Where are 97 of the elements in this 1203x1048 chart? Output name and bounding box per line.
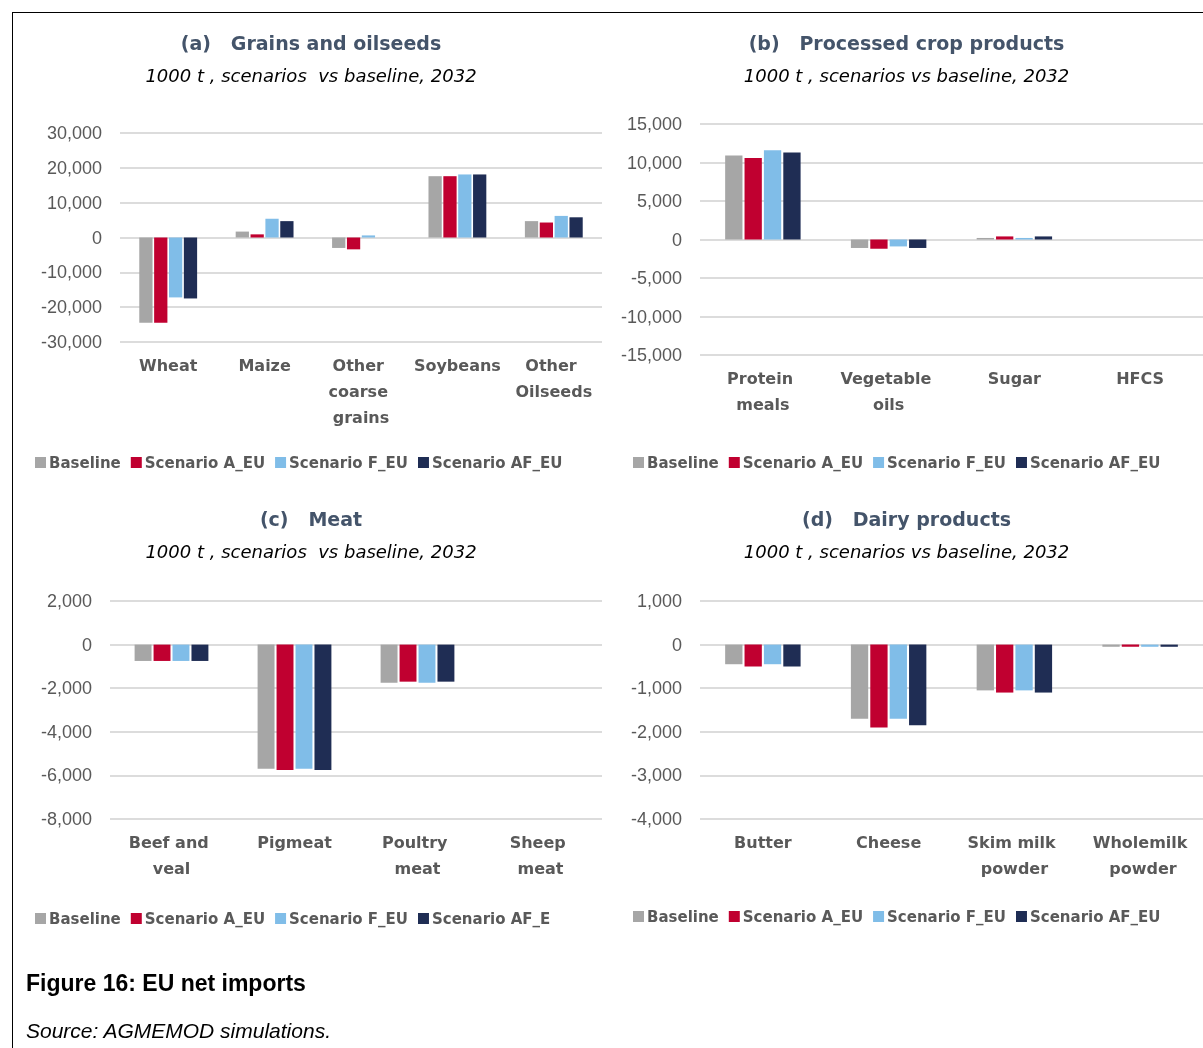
- y-tick-label: -8,000: [40, 809, 92, 829]
- legend-label: Scenario F_EU: [887, 453, 1006, 472]
- x-tick-label: Pigmeat: [257, 832, 333, 852]
- y-tick-label: -15,000: [620, 345, 682, 365]
- bar: [332, 237, 346, 248]
- bar: [539, 222, 553, 238]
- chart-title: (b) Processed crop products: [748, 31, 1065, 54]
- y-tick-label: -10,000: [620, 306, 682, 327]
- x-tick-label: Soybeans: [413, 355, 501, 375]
- y-tick-label: 0: [671, 634, 682, 655]
- y-tick-label: 10,000: [626, 152, 682, 173]
- legend-label: Baseline: [49, 909, 121, 928]
- x-tick-label: Beef and veal: [128, 832, 215, 878]
- bar: [443, 176, 457, 238]
- bar: [763, 150, 782, 240]
- bar: [139, 237, 153, 323]
- bar: [361, 235, 376, 238]
- bar: [850, 239, 869, 248]
- y-tick-label: 20,000: [46, 157, 102, 178]
- legend-label: Baseline: [647, 907, 719, 926]
- x-tick-label: Cheese: [856, 832, 922, 852]
- chart-subtitle: 1000 t , scenarios vs baseline, 2032: [145, 64, 477, 86]
- bar: [346, 237, 361, 250]
- legend-label: Scenario F_EU: [887, 907, 1006, 926]
- x-tick-label: Protein meals: [727, 368, 799, 414]
- legend-label: Scenario AF_E: [431, 909, 551, 928]
- legend-label: Scenario AF_EU: [1029, 907, 1161, 926]
- bar: [870, 239, 888, 249]
- y-tick-label: -4,000: [40, 721, 92, 742]
- x-tick-label: Sugar: [987, 368, 1042, 388]
- bar: [235, 231, 249, 238]
- x-tick-label: Other coarse grains: [328, 355, 394, 427]
- chart-title: (a) Grains and oilseeds: [180, 31, 442, 54]
- y-tick-label: 5,000: [636, 191, 682, 211]
- bar: [169, 237, 183, 298]
- y-tick-label: 10,000: [46, 192, 102, 213]
- x-tick-label: Skim milk powder: [967, 832, 1062, 878]
- legend-label: Scenario AF_EU: [431, 453, 563, 472]
- legend-label: Scenario A_EU: [742, 907, 864, 926]
- bar: [473, 174, 487, 238]
- y-tick-label: -30,000: [40, 332, 102, 352]
- bar: [783, 152, 801, 240]
- y-tick-label: 1,000: [636, 591, 682, 611]
- y-tick-label: 0: [671, 229, 682, 250]
- bar: [1034, 236, 1053, 240]
- chart-subtitle: 1000 t , scenarios vs baseline, 2032: [145, 540, 477, 562]
- bar: [909, 239, 927, 248]
- x-tick-label: Wholemilk powder: [1092, 832, 1188, 878]
- legend-label: Baseline: [647, 453, 719, 472]
- y-tick-label: -5,000: [630, 268, 682, 288]
- bar: [569, 217, 583, 238]
- y-tick-label: -6,000: [40, 765, 92, 786]
- legend-label: Scenario F_EU: [289, 909, 408, 928]
- x-tick-label: Butter: [734, 832, 792, 852]
- legend-label: Scenario F_EU: [289, 453, 408, 472]
- y-tick-label: -2,000: [630, 721, 682, 742]
- legend-label: Scenario A_EU: [742, 453, 864, 472]
- x-tick-label: Poultry meat: [381, 832, 454, 878]
- x-tick-label: Wheat: [139, 355, 198, 375]
- bar: [428, 176, 442, 238]
- y-tick-label: 0: [81, 634, 92, 655]
- y-tick-label: 2,000: [46, 591, 92, 611]
- caption: Figure 16: EU net imports: [26, 970, 307, 997]
- bar: [250, 234, 264, 238]
- bar: [725, 155, 743, 240]
- legend-label: Scenario A_EU: [144, 453, 266, 472]
- chart-subtitle: 1000 t , scenarios vs baseline, 2032: [743, 64, 1070, 86]
- bar: [154, 237, 168, 323]
- y-tick-label: 15,000: [626, 114, 682, 134]
- chart-title: (d) Dairy products: [801, 507, 1012, 530]
- bar: [280, 221, 294, 238]
- y-tick-label: 30,000: [46, 123, 102, 143]
- bar: [744, 157, 762, 240]
- bar: [996, 236, 1014, 240]
- bar: [524, 221, 539, 238]
- y-tick-label: -2,000: [40, 678, 92, 699]
- bar: [554, 215, 568, 238]
- source-note: Source: AGMEMOD simulations.: [26, 1019, 332, 1043]
- y-tick-label: -10,000: [40, 262, 102, 283]
- x-tick-label: Maize: [238, 355, 291, 375]
- y-tick-label: -4,000: [630, 809, 682, 829]
- chart-subtitle: 1000 t , scenarios vs baseline, 2032: [743, 540, 1070, 562]
- y-tick-label: 0: [91, 227, 102, 248]
- x-tick-label: HFCS: [1116, 368, 1165, 388]
- legend-label: Scenario A_EU: [144, 909, 266, 928]
- legend-label: Baseline: [49, 453, 121, 472]
- legend-label: Scenario AF_EU: [1029, 453, 1161, 472]
- x-tick-label: Other Oilseeds: [515, 355, 593, 401]
- chart-title: (c) Meat: [259, 507, 363, 530]
- y-tick-label: -20,000: [40, 297, 102, 318]
- x-tick-label: Sheep meat: [509, 832, 572, 878]
- bar: [265, 218, 279, 238]
- bar: [458, 174, 472, 238]
- bar: [183, 237, 198, 299]
- y-tick-label: -3,000: [630, 765, 682, 786]
- x-tick-label: Vegetable oils: [840, 368, 937, 414]
- y-tick-label: -1,000: [630, 678, 682, 699]
